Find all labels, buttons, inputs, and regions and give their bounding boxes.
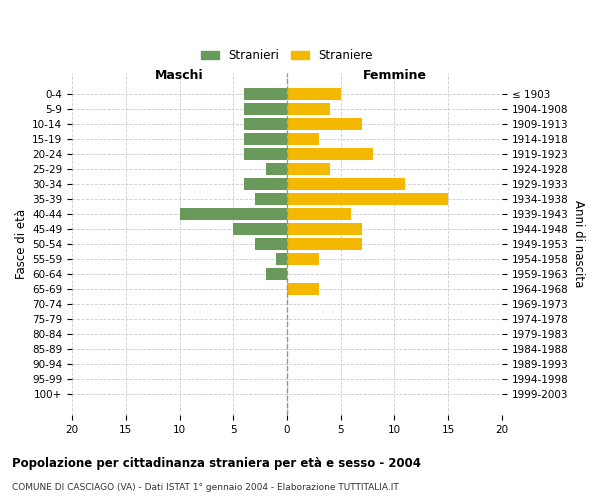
Bar [287, 163, 330, 175]
Y-axis label: Anni di nascita: Anni di nascita [572, 200, 585, 288]
Bar [244, 103, 287, 115]
Bar [179, 208, 287, 220]
Bar [287, 253, 319, 265]
Bar [276, 253, 287, 265]
Text: Popolazione per cittadinanza straniera per età e sesso - 2004: Popolazione per cittadinanza straniera p… [12, 458, 421, 470]
Legend: Stranieri, Straniere: Stranieri, Straniere [197, 44, 377, 66]
Bar [233, 223, 287, 235]
Bar [287, 238, 362, 250]
Bar [244, 178, 287, 190]
Bar [287, 193, 448, 205]
Bar [244, 88, 287, 100]
Bar [287, 88, 341, 100]
Y-axis label: Fasce di età: Fasce di età [15, 209, 28, 279]
Bar [287, 178, 405, 190]
Bar [287, 133, 319, 145]
Bar [255, 193, 287, 205]
Bar [244, 118, 287, 130]
Text: Femmine: Femmine [362, 69, 427, 82]
Bar [266, 268, 287, 280]
Bar [266, 163, 287, 175]
Text: COMUNE DI CASCIAGO (VA) - Dati ISTAT 1° gennaio 2004 - Elaborazione TUTTITALIA.I: COMUNE DI CASCIAGO (VA) - Dati ISTAT 1° … [12, 482, 399, 492]
Bar [244, 133, 287, 145]
Bar [255, 238, 287, 250]
Bar [287, 103, 330, 115]
Bar [287, 283, 319, 295]
Text: Maschi: Maschi [155, 69, 204, 82]
Bar [287, 148, 373, 160]
Bar [287, 118, 362, 130]
Bar [287, 208, 352, 220]
Bar [287, 223, 362, 235]
Bar [244, 148, 287, 160]
